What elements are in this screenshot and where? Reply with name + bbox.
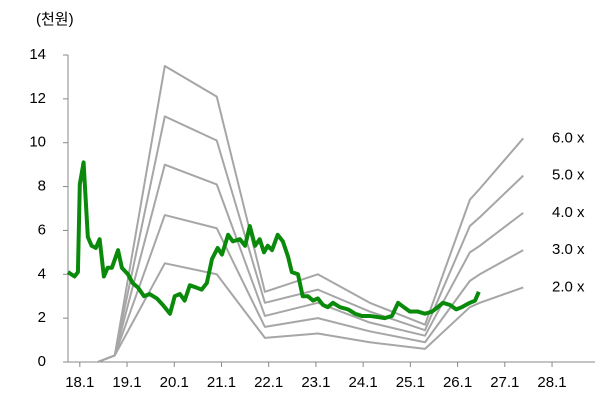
- x-tick-label: 22.1: [254, 374, 283, 391]
- x-tick-label: 28.1: [537, 374, 566, 391]
- band-line: [97, 115, 524, 363]
- x-tick-label: 26.1: [443, 374, 472, 391]
- y-unit: (천원): [36, 11, 74, 28]
- series-label: 4.0 x: [552, 204, 585, 221]
- y-tick-label: 6: [38, 221, 46, 238]
- series-label: 2.0 x: [552, 278, 585, 295]
- y-tick-label: 8: [38, 178, 46, 195]
- y-tick-label: 4: [38, 265, 46, 282]
- y-tick-label: 0: [38, 353, 46, 370]
- band-line: [97, 214, 524, 363]
- x-tick-label: 18.1: [65, 374, 94, 391]
- price-line: [66, 160, 481, 321]
- x-tick-label: 21.1: [207, 374, 236, 391]
- series-label: 6.0 x: [552, 129, 585, 146]
- y-tick-label: 2: [38, 309, 46, 326]
- band-line: [97, 163, 524, 363]
- series-label: 5.0 x: [552, 167, 585, 184]
- band-line: [97, 262, 524, 363]
- y-tick-label: 14: [29, 46, 46, 63]
- x-tick-label: 27.1: [490, 374, 519, 391]
- x-tick-label: 24.1: [349, 374, 378, 391]
- series-label: 3.0 x: [552, 241, 585, 258]
- y-tick-label: 10: [29, 134, 46, 151]
- x-tick-label: 20.1: [160, 374, 189, 391]
- y-tick-label: 12: [29, 90, 46, 107]
- x-tick-label: 25.1: [396, 374, 425, 391]
- band-line: [97, 64, 524, 363]
- x-tick-label: 23.1: [301, 374, 330, 391]
- x-tick-label: 19.1: [112, 374, 141, 391]
